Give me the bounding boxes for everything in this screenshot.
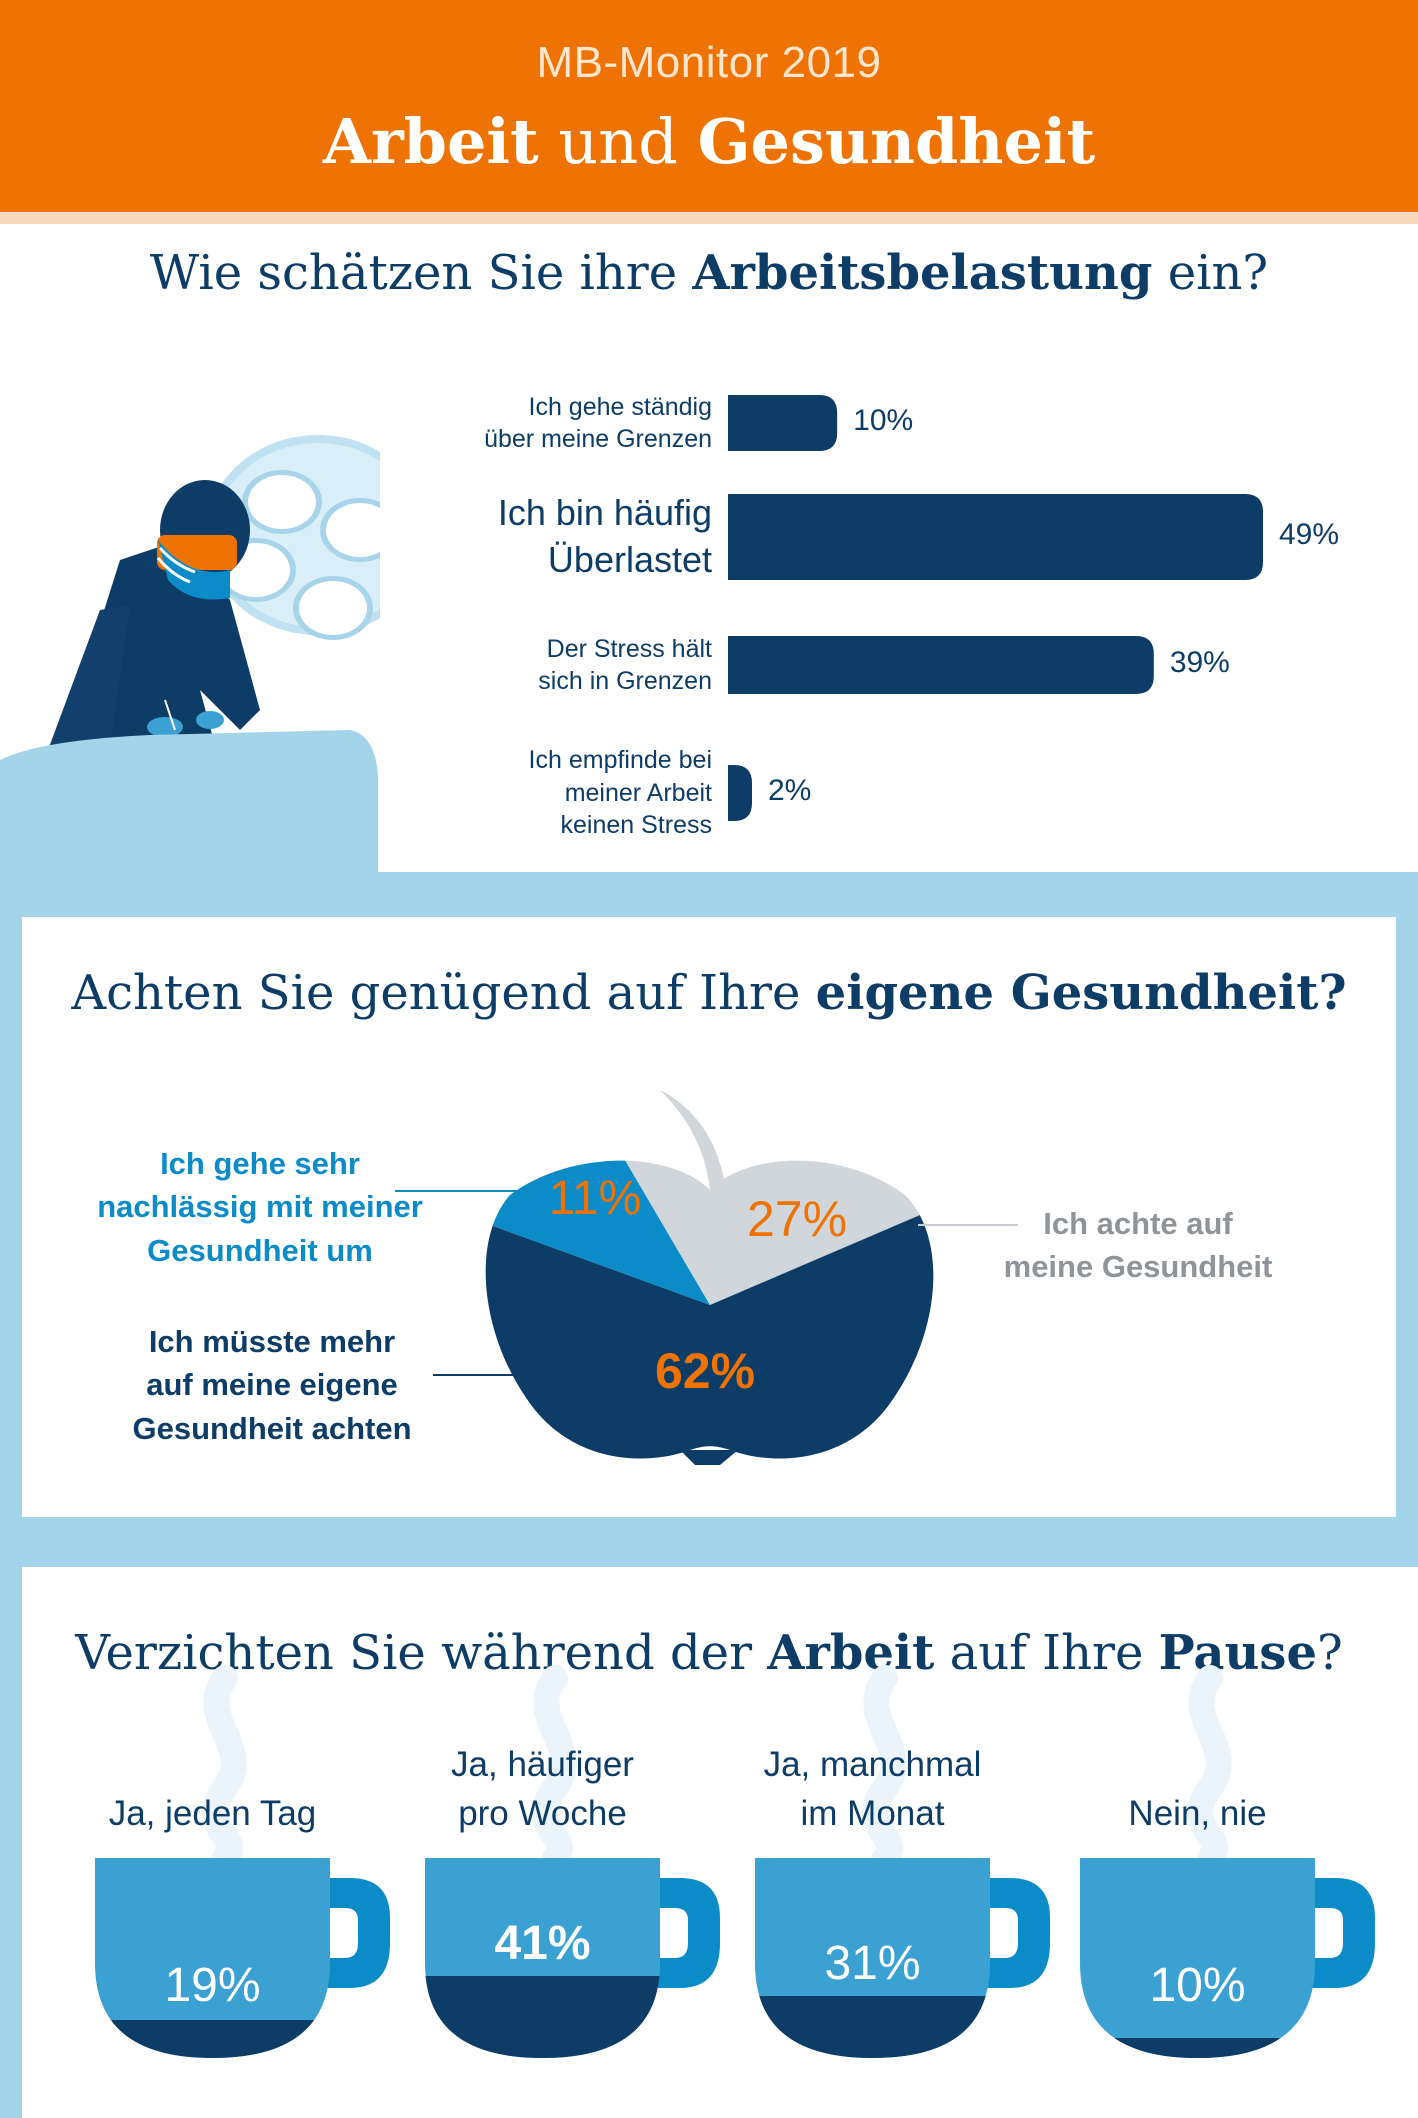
cup-category-label: Ja, jeden Tag [108,1794,317,1833]
apple-stem-icon [660,1090,725,1190]
header-subtitle: MB-Monitor 2019 [536,38,882,87]
operating-table [0,730,378,875]
cup-body [95,1858,330,2058]
workload-bar [728,636,1154,694]
question-3: Verzichten Sie während der Arbeit auf Ih… [0,1625,1418,1681]
workload-bar-value: 49% [1279,518,1340,551]
workload-bar-value: 10% [853,404,914,437]
workload-bar-label: Ich empfinde bei meiner Arbeit keinen Stre… [528,746,712,840]
question-1: Wie schätzen Sie ihre Arbeitsbelastung e… [0,245,1418,301]
header-title-mid: und [538,105,698,178]
pie-slice [537,1160,934,1305]
workload-bar [728,395,838,451]
coffee-cup-icon [95,1665,390,2058]
steam-icon [202,1665,247,1871]
cup-fill-level [95,2020,330,2058]
cup-body [1080,1858,1315,2058]
workload-bar-value: 2% [768,774,812,807]
section-1-bottom-band [0,872,1418,902]
cup-value-label: 41% [494,1917,591,1970]
cup-category-label: Ja, manchmal im Monat [763,1745,982,1833]
cup-value-label: 19% [164,1959,261,2012]
workload-bar-label: Ich gehe ständig über meine Grenzen [484,392,712,454]
coffee-cup-icon [755,1665,1050,2058]
cup-category-label: Ja, häufiger pro Woche [451,1745,634,1833]
workload-bar-chart [728,395,1263,821]
pie-value-label: 27% [746,1191,848,1247]
pie-category-label: Ich müsste mehr auf meine eigene Gesundhei… [132,1324,412,1446]
pie-leader-line [433,1374,528,1376]
pie-value-label: 11% [548,1172,642,1226]
header-title-bold-1: Arbeit [322,105,539,178]
question-3-post: ? [1317,1625,1343,1681]
cup-fill-level [755,1996,990,2058]
pie-leader-line [918,1224,1018,1226]
header-divider [0,212,1418,224]
cup-fill-level [1080,2038,1315,2058]
question-1-bold: Arbeitsbelastung [692,245,1153,301]
question-1-post: ein? [1152,245,1269,301]
cup-category-label: Nein, nie [1128,1794,1267,1833]
pie-slice [485,1160,710,1305]
coffee-cup-icon [1080,1665,1375,2058]
header-banner [0,0,1418,212]
pie-category-label: Ich gehe sehr nachlässig mit meiner Gesund… [97,1146,423,1268]
question-3-mid: auf Ihre [934,1625,1159,1681]
pie-slice [485,1171,934,1459]
question-2-bold: eigene Gesundheit? [815,965,1347,1021]
question-3-bold-2: Pause [1158,1625,1317,1681]
health-apple-pie-chart [485,1090,934,1465]
coffee-cup-icon [425,1665,720,2058]
question-2: Achten Sie genügend auf Ihre eigene Gesu… [0,965,1418,1021]
workload-bar [728,765,752,821]
steam-icon [862,1665,907,1871]
steam-icon [532,1665,577,1871]
workload-bar [728,494,1263,580]
cup-value-label: 10% [1149,1959,1246,2012]
header-title: Arbeit und Gesundheit [0,105,1418,178]
question-2-pre: Achten Sie genügend auf Ihre [71,965,816,1021]
workload-bar-label: Der Stress hält sich in Grenzen [538,634,712,696]
header-title-bold-2: Gesundheit [697,105,1096,178]
surgical-mask-icon [158,540,230,600]
workload-bar-label: Ich bin häufig Überlastet [497,492,712,580]
workload-bar-value: 39% [1169,646,1230,679]
steam-icon [1187,1665,1232,1871]
cup-value-label: 31% [824,1937,921,1990]
pie-leader-line [395,1190,525,1192]
question-3-pre: Verzichten Sie während der [75,1625,768,1681]
question-1-pre: Wie schätzen Sie ihre [149,245,693,301]
pie-value-label: 62% [654,1343,756,1399]
surgeon-illustration [0,435,380,875]
pie-category-label: Ich achte auf meine Gesundheit [1003,1206,1273,1285]
cup-fill-level [425,1976,660,2058]
question-3-bold-1: Arbeit [767,1625,935,1681]
